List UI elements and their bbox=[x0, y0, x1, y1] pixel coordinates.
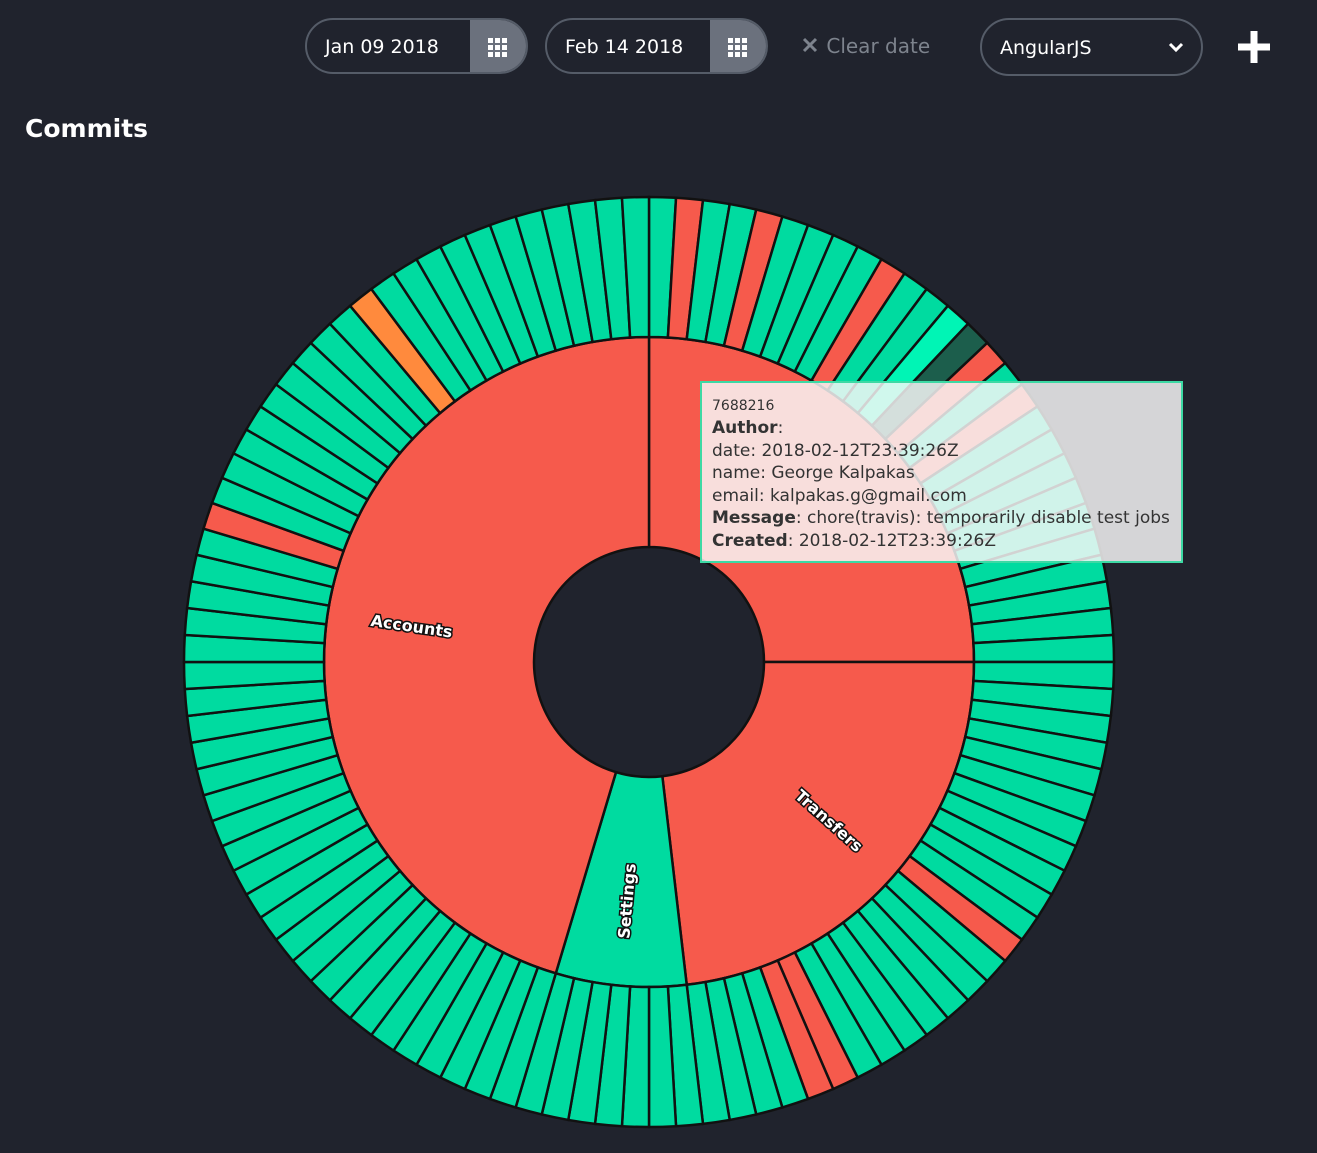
start-date: Jan 09 2018 bbox=[325, 36, 439, 58]
tooltip-line: Author: bbox=[712, 417, 1171, 440]
tooltip-label: Author bbox=[712, 418, 778, 438]
tooltip-line: name: George Kalpakas bbox=[712, 462, 1171, 485]
tooltip-line: Message: chore(travis): temporarily disa… bbox=[712, 507, 1171, 530]
tooltip-text: : bbox=[777, 418, 784, 438]
start-date-input[interactable]: Jan 09 2018 bbox=[305, 18, 528, 74]
project-select[interactable]: AngularJS bbox=[980, 18, 1203, 76]
commit-arc bbox=[620, 195, 651, 339]
tooltip-text: : 2018-02-12T23:39:26Z bbox=[787, 530, 996, 551]
tooltip-label: Message bbox=[712, 508, 796, 528]
chevron bbox=[1168, 42, 1184, 53]
tooltip: 7688216 Author: date: 2018-02-12T23:39:26… bbox=[700, 381, 1183, 563]
tooltip-text: date: 2018-02-12T23:39:26Z bbox=[712, 440, 959, 461]
commit-id: 7688216 bbox=[712, 398, 775, 414]
tooltip-line: date: 2018-02-12T23:39:26Z bbox=[712, 440, 1171, 463]
project: AngularJS bbox=[1000, 37, 1092, 59]
section-title: Commits bbox=[25, 114, 149, 143]
clear-date-button[interactable]: Clear date bbox=[800, 34, 930, 58]
tooltip-line: email: kalpakas.g@gmail.com bbox=[712, 485, 1171, 508]
add-button[interactable] bbox=[1234, 27, 1274, 67]
end-date: Feb 14 2018 bbox=[565, 36, 684, 58]
clear-icon bbox=[802, 37, 818, 53]
tooltip-text: name: George Kalpakas bbox=[712, 463, 915, 483]
tooltip-line: Created: 2018-02-12T23:39:26Z bbox=[712, 530, 1171, 553]
tooltip-label: Created bbox=[712, 530, 788, 551]
calendar-button[interactable] bbox=[470, 20, 526, 72]
calendar-button[interactable] bbox=[710, 20, 766, 72]
tooltip-text: : chore(travis): temporarily disable tes… bbox=[795, 508, 1170, 528]
tooltip-text: email: kalpakas.g@gmail.com bbox=[712, 485, 967, 506]
clear-date: Clear date bbox=[826, 34, 931, 58]
end-date-input[interactable]: Feb 14 2018 bbox=[545, 18, 768, 74]
calendar-icon bbox=[488, 38, 507, 57]
calendar-icon bbox=[728, 38, 747, 57]
